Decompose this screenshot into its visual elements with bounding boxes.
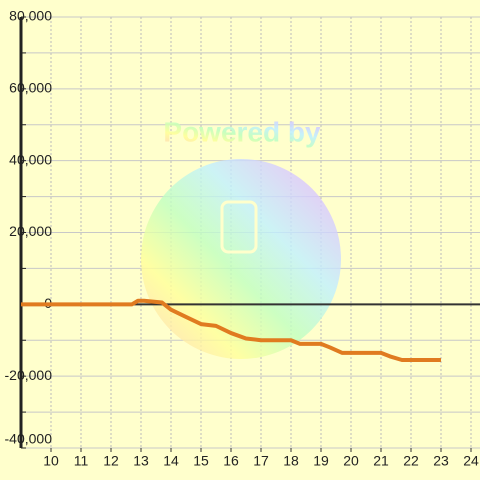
x-tick-label: 12 bbox=[103, 453, 119, 469]
y-tick-label: 80,000 bbox=[9, 8, 52, 24]
x-tick-label: 21 bbox=[373, 453, 389, 469]
x-tick-label: 15 bbox=[193, 453, 209, 469]
x-tick-label: 18 bbox=[283, 453, 299, 469]
x-tick-label: 13 bbox=[133, 453, 149, 469]
x-tick-label: 14 bbox=[163, 453, 179, 469]
data-line bbox=[21, 298, 441, 363]
x-tick-label: 10 bbox=[43, 453, 59, 469]
y-tick-label: 20,000 bbox=[9, 223, 52, 239]
watermark-logo bbox=[141, 159, 341, 359]
y-tick-label: -40,000 bbox=[5, 431, 53, 447]
x-tick-label: 17 bbox=[253, 453, 269, 469]
y-tick-label: -20,000 bbox=[5, 367, 53, 383]
x-tick-label: 22 bbox=[403, 453, 419, 469]
x-tick-label: 20 bbox=[343, 453, 359, 469]
x-tick-label: 23 bbox=[433, 453, 449, 469]
y-tick-label: 40,000 bbox=[9, 151, 52, 167]
x-tick-label: 24 bbox=[463, 453, 479, 469]
y-tick-label: 60,000 bbox=[9, 80, 52, 96]
x-tick-label: 11 bbox=[74, 453, 89, 469]
x-tick-label: 16 bbox=[223, 453, 239, 469]
x-tick-label: 19 bbox=[313, 453, 329, 469]
watermark-icon bbox=[220, 200, 258, 254]
watermark-text: Powered by bbox=[163, 116, 321, 147]
